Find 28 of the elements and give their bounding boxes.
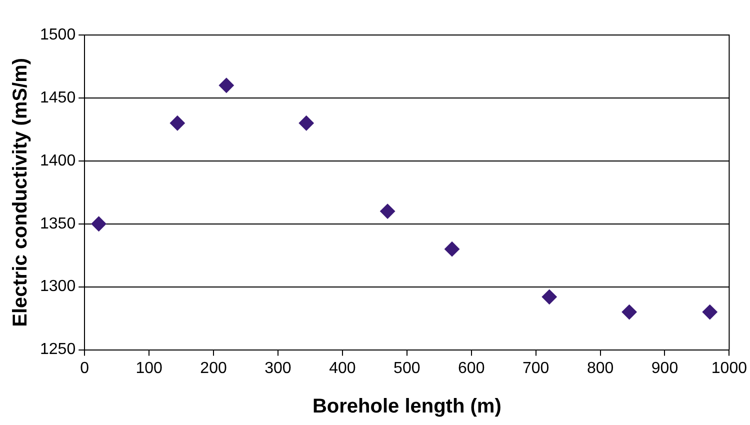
- point: [380, 204, 396, 219]
- y-tick-label: 1400: [40, 152, 76, 170]
- x-tick-label: 300: [264, 360, 292, 377]
- point: [702, 304, 718, 320]
- x-tick-label: 500: [394, 360, 420, 377]
- y-tick-label: 1450: [40, 89, 76, 106]
- point: [298, 116, 314, 131]
- y-axis-title: Electric conductivity (mS/m): [10, 58, 32, 327]
- x-tick-label: 600: [458, 360, 485, 377]
- x-tick-label: 100: [136, 360, 162, 377]
- x-tick-label: 1000: [711, 360, 748, 377]
- point: [218, 78, 234, 93]
- x-tick-label: 900: [651, 360, 678, 377]
- x-axis-title: Borehole length (m): [312, 396, 502, 418]
- point: [542, 289, 557, 304]
- x-tick-label: 700: [522, 360, 550, 377]
- point: [444, 242, 460, 257]
- x-tick-label: 800: [586, 360, 614, 377]
- point: [170, 116, 185, 131]
- point: [91, 216, 106, 232]
- x-tick-label: 200: [200, 360, 227, 377]
- y-tick-label: 1350: [40, 215, 76, 232]
- y-tick-label: 1500: [40, 26, 76, 44]
- y-tick-label: 1250: [40, 341, 76, 358]
- point: [622, 304, 637, 320]
- x-tick-label: 0: [80, 360, 90, 377]
- x-tick-label: 400: [329, 360, 356, 377]
- y-tick-label: 1300: [40, 278, 76, 296]
